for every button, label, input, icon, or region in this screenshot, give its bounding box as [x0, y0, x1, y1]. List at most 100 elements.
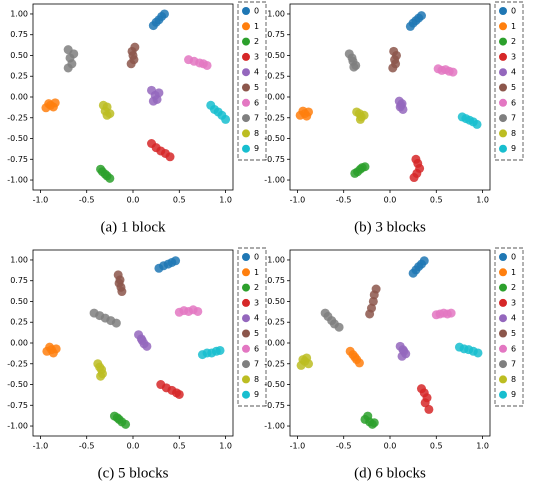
legend-marker	[242, 144, 250, 153]
x-tick-label: -1.0	[290, 196, 306, 205]
x-tick-label: 0.5	[173, 196, 186, 205]
point	[446, 308, 456, 318]
point	[304, 107, 314, 117]
legend-marker	[242, 314, 250, 323]
y-tick-label: 1.00	[267, 9, 285, 18]
legend-label: 1	[254, 22, 259, 31]
legend-marker	[499, 22, 507, 31]
y-tick-label: -0.25	[264, 359, 285, 368]
legend-label: 9	[511, 390, 516, 399]
y-tick-label: 0.25	[267, 318, 285, 327]
legend-marker	[499, 52, 507, 61]
point	[354, 358, 364, 368]
point	[473, 348, 483, 358]
y-tick-label: 0.75	[267, 276, 285, 285]
legend-marker	[499, 83, 507, 92]
y-tick-label: -0.75	[264, 155, 285, 164]
point	[389, 46, 399, 56]
x-tick-label: -0.5	[79, 196, 95, 205]
legend-marker	[242, 344, 250, 353]
legend-marker	[499, 37, 507, 46]
caption: (b) 3 blocks	[354, 219, 426, 235]
legend-marker	[499, 344, 507, 353]
y-tick-label: -0.75	[7, 155, 28, 164]
y-tick-label: 0.50	[10, 297, 28, 306]
legend-marker	[242, 52, 250, 61]
y-tick-label: -1.00	[264, 422, 285, 431]
point	[397, 351, 407, 361]
legend-label: 5	[254, 83, 259, 92]
legend-label: 0	[511, 253, 516, 262]
legend-marker	[499, 68, 507, 77]
legend-label: 8	[511, 129, 516, 138]
point	[121, 419, 131, 429]
point	[102, 110, 112, 120]
legend-marker	[499, 268, 507, 277]
legend-marker	[242, 114, 250, 123]
x-tick-label: 1.0	[219, 196, 232, 205]
y-tick-label: 0.75	[10, 276, 28, 285]
legend-label: 1	[511, 22, 516, 31]
axes-frame	[32, 3, 234, 191]
point	[369, 290, 379, 300]
legend-marker	[242, 283, 250, 292]
legend-label: 9	[254, 390, 259, 399]
caption: (c) 5 blocks	[98, 465, 169, 481]
y-tick-label: 0.50	[10, 51, 28, 60]
legend-label: 7	[511, 114, 516, 123]
x-tick-label: -0.5	[336, 196, 352, 205]
legend-marker	[499, 360, 507, 369]
legend-label: 6	[254, 344, 259, 353]
legend-label: 8	[511, 375, 516, 384]
legend-label: 7	[511, 360, 516, 369]
y-tick-label: -0.50	[7, 380, 28, 389]
point	[51, 344, 61, 354]
y-tick-label: 0.00	[10, 339, 28, 348]
legend-marker	[242, 268, 250, 277]
legend-marker	[242, 129, 250, 138]
point	[111, 318, 121, 328]
legend-label: 3	[511, 52, 516, 61]
y-tick-label: -0.50	[7, 134, 28, 143]
legend-marker	[499, 114, 507, 123]
legend-marker	[242, 68, 250, 77]
x-tick-label: 0.0	[127, 196, 140, 205]
point	[117, 287, 127, 297]
point	[424, 404, 434, 414]
x-tick-label: 0.0	[384, 442, 397, 451]
legend-label: 3	[254, 298, 259, 307]
legend-label: 3	[254, 52, 259, 61]
y-tick-label: 0.25	[267, 72, 285, 81]
y-tick-label: -0.25	[264, 113, 285, 122]
y-tick-label: 0.75	[10, 30, 28, 39]
x-tick-label: 0.0	[127, 442, 140, 451]
legend-label: 2	[254, 37, 259, 46]
point	[419, 256, 429, 266]
point	[221, 114, 231, 124]
legend-label: 5	[511, 329, 516, 338]
point	[193, 306, 203, 316]
point	[396, 100, 406, 110]
legend-marker	[242, 7, 250, 15]
legend-label: 1	[511, 268, 516, 277]
legend-label: 5	[511, 83, 516, 92]
y-tick-label: 0.50	[267, 51, 285, 60]
legend-label: 9	[254, 144, 259, 153]
legend-label: 8	[254, 375, 259, 384]
legend-marker	[499, 390, 507, 399]
legend-marker	[499, 329, 507, 338]
point	[360, 162, 370, 172]
point	[369, 418, 379, 428]
point	[472, 119, 482, 129]
x-tick-label: 0.5	[173, 442, 186, 451]
y-tick-label: -1.00	[7, 422, 28, 431]
point	[96, 371, 106, 381]
legend-label: 6	[254, 98, 259, 107]
legend-label: 4	[511, 314, 516, 323]
legend-marker	[242, 22, 250, 31]
legend-label: 0	[254, 253, 259, 262]
legend-marker	[242, 360, 250, 369]
x-tick-label: -1.0	[33, 196, 49, 205]
x-tick-label: 1.0	[476, 196, 489, 205]
